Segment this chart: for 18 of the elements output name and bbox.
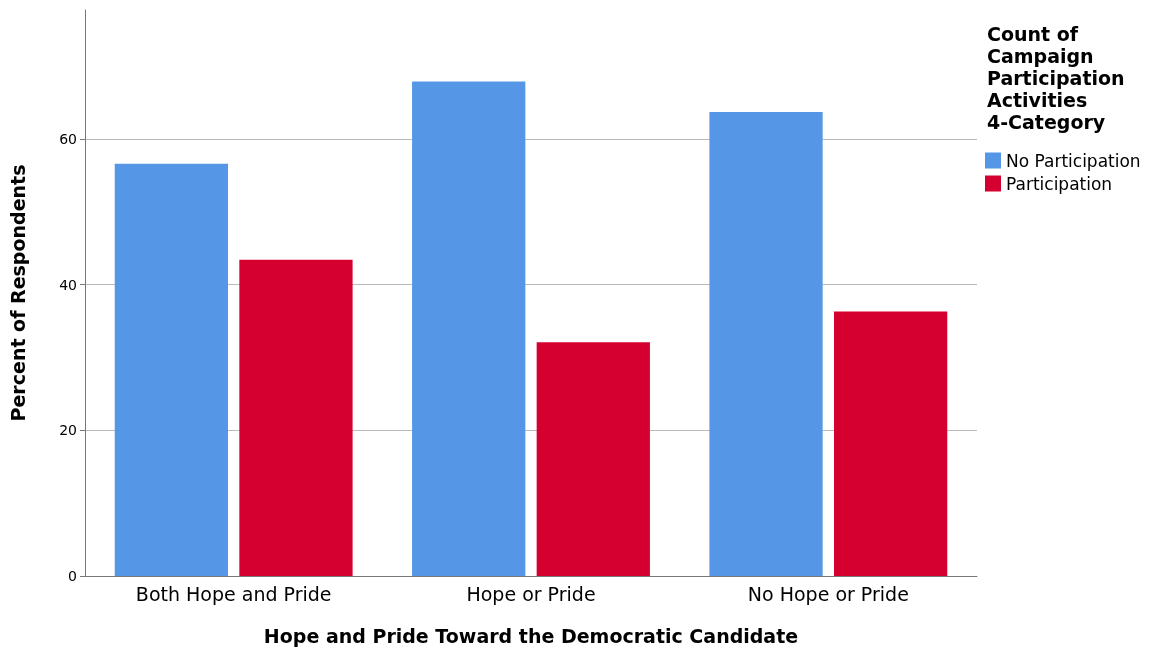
bar (709, 111, 823, 576)
y-axis-title: Percent of Respondents (6, 164, 29, 422)
bar (536, 342, 650, 576)
y-tick-label: 60 (59, 130, 77, 147)
x-tick-label: No Hope or Pride (747, 582, 909, 605)
x-axis-title: Hope and Pride Toward the Democratic Candidate (263, 624, 799, 647)
y-tick-label: 40 (59, 276, 77, 293)
y-tick-label: 20 (59, 422, 77, 439)
legend-title: Count of Campaign Participation Activities 4-Category (987, 23, 1132, 133)
bar (114, 163, 228, 576)
x-tick-label: Hope or Pride (466, 582, 596, 605)
y-tick-label: 0 (68, 568, 77, 584)
bar (239, 259, 353, 576)
x-tick-label: Both Hope and Pride (135, 582, 332, 605)
bar (834, 311, 948, 576)
bar (412, 81, 526, 576)
legend-label: No Participation (1006, 150, 1141, 171)
legend-label: Participation (1006, 173, 1113, 194)
